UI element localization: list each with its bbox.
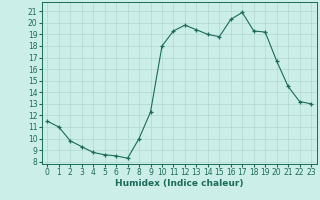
- X-axis label: Humidex (Indice chaleur): Humidex (Indice chaleur): [115, 179, 244, 188]
